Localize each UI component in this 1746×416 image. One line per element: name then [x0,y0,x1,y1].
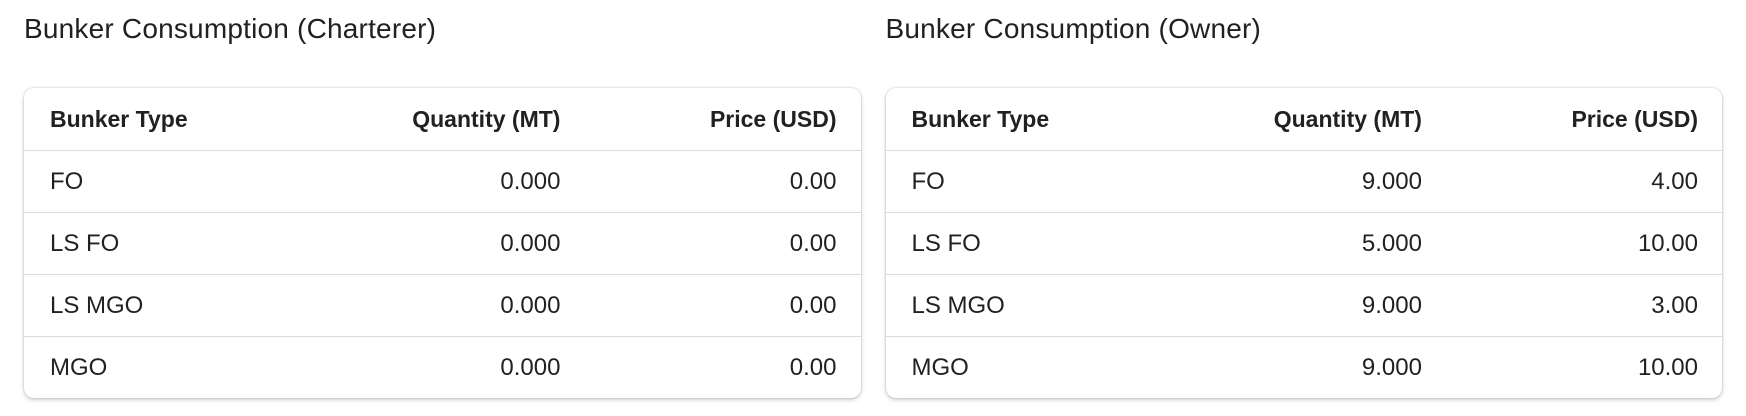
bunker-type-cell: LS FO [911,229,981,257]
column-header-price: Price (USD) [709,105,837,132]
price-cell: 0.00 [789,353,837,381]
table-row: LS FO 0.000 0.00 [24,212,861,275]
table-header-row: Bunker Type Quantity (MT) Price (USD) [886,88,1723,151]
charterer-table-card: Bunker Type Quantity (MT) Price (USD) FO… [24,88,861,398]
charterer-panel: Bunker Consumption (Charterer) Bunker Ty… [24,0,861,416]
column-header-bunker-type: Bunker Type [911,105,1050,132]
bunker-type-cell: LS MGO [50,291,144,319]
table-row: MGO 0.000 0.00 [24,336,861,399]
bunker-type-cell: LS MGO [911,291,1005,319]
price-cell: 0.00 [789,229,837,257]
quantity-cell: 0.000 [500,353,561,381]
owner-panel-title: Bunker Consumption (Owner) [885,13,1262,44]
table-row: LS MGO 9.000 3.00 [885,274,1722,337]
quantity-cell: 0.000 [500,167,561,195]
table-row: FO 9.000 4.00 [885,150,1722,213]
quantity-cell: 9.000 [1361,353,1422,381]
quantity-cell: 9.000 [1361,167,1422,195]
table-row: MGO 9.000 10.00 [885,336,1722,399]
bunker-type-cell: MGO [50,353,108,381]
owner-table-card: Bunker Type Quantity (MT) Price (USD) FO… [885,88,1723,399]
price-cell: 0.00 [789,291,837,319]
price-cell: 0.00 [789,167,837,195]
column-header-quantity: Quantity (MT) [1273,105,1422,132]
column-header-bunker-type: Bunker Type [50,105,188,132]
charterer-panel-title: Bunker Consumption (Charterer) [24,13,437,44]
quantity-cell: 9.000 [1361,291,1422,319]
column-header-quantity: Quantity (MT) [412,105,561,132]
bunker-type-cell: MGO [911,353,969,381]
quantity-cell: 5.000 [1361,229,1422,257]
quantity-cell: 0.000 [500,291,561,319]
bunker-type-cell: FO [50,167,84,195]
price-cell: 10.00 [1637,353,1698,381]
quantity-cell: 0.000 [500,229,561,257]
table-row: LS FO 5.000 10.00 [885,212,1722,275]
price-cell: 3.00 [1651,291,1698,319]
bunker-type-cell: LS FO [50,229,120,257]
charterer-bunker-table: Bunker Type Quantity (MT) Price (USD) FO… [24,88,861,398]
table-row: LS MGO 0.000 0.00 [24,274,861,337]
table-row: FO 0.000 0.00 [24,150,861,213]
owner-bunker-table: Bunker Type Quantity (MT) Price (USD) FO… [885,88,1723,399]
price-cell: 4.00 [1651,167,1698,195]
bunker-type-cell: FO [911,167,945,195]
owner-panel: Bunker Consumption (Owner) Bunker Type Q… [885,0,1723,416]
price-cell: 10.00 [1637,229,1698,257]
column-header-price: Price (USD) [1571,105,1698,132]
table-header-row: Bunker Type Quantity (MT) Price (USD) [24,88,861,151]
